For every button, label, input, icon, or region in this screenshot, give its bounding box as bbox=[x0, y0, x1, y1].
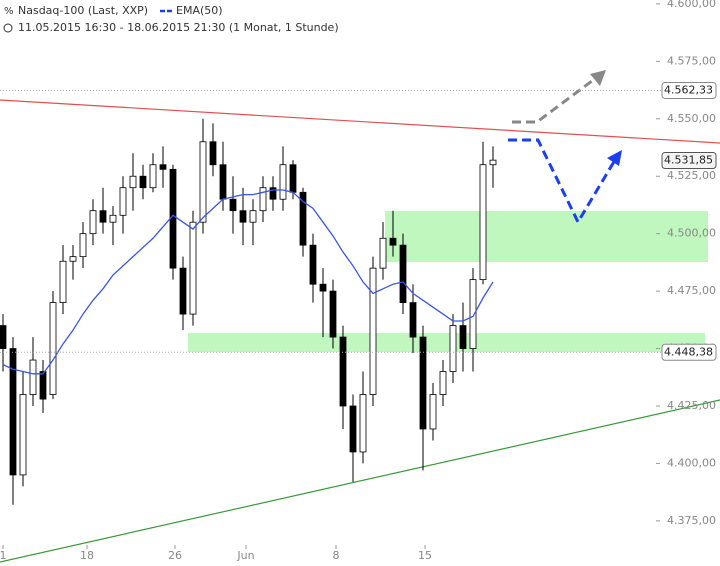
y-tick-label: 4.475,00 bbox=[667, 284, 716, 297]
price-label: 4.562,33 bbox=[664, 83, 713, 96]
candle-body bbox=[69, 256, 77, 262]
candle-body bbox=[469, 279, 477, 349]
price-label: 4.531,85 bbox=[664, 153, 713, 166]
candle-body bbox=[0, 325, 7, 349]
x-tick-label: 18 bbox=[80, 549, 94, 562]
x-tick-label: Jun bbox=[236, 549, 254, 562]
y-tick-label: 4.400,00 bbox=[667, 456, 716, 469]
candle-body bbox=[309, 244, 317, 285]
candle-body bbox=[9, 348, 17, 476]
candle-body bbox=[209, 141, 217, 166]
price-label-box bbox=[661, 151, 717, 169]
candle-body bbox=[179, 267, 187, 315]
price-label-box bbox=[661, 81, 717, 99]
chart-title: Nasdaq-100 (Last, XXP) bbox=[18, 4, 148, 17]
candle-body bbox=[189, 221, 197, 315]
candle-body bbox=[129, 175, 137, 189]
candle-body bbox=[99, 210, 107, 223]
candle-body bbox=[329, 290, 337, 338]
candle-body bbox=[29, 359, 37, 395]
projection-arrow-blue bbox=[508, 138, 617, 226]
y-tick-label: 4.375,00 bbox=[667, 514, 716, 527]
trend-line-upper bbox=[0, 99, 720, 144]
icon: % bbox=[4, 6, 14, 17]
trend-line-lower bbox=[0, 399, 720, 563]
candle-body bbox=[109, 214, 117, 223]
candle-body bbox=[429, 394, 437, 430]
candle-body bbox=[319, 283, 327, 292]
candle-body bbox=[359, 394, 367, 453]
price-label: 4.448,38 bbox=[664, 345, 713, 358]
candle-body bbox=[49, 302, 57, 395]
candle-body bbox=[379, 237, 387, 269]
y-tick-label: 4.575,00 bbox=[667, 54, 716, 67]
candle-body bbox=[39, 371, 47, 400]
y-tick-label: 4.550,00 bbox=[667, 112, 716, 125]
candle-body bbox=[239, 210, 247, 223]
candle-body bbox=[479, 164, 487, 281]
candle-body bbox=[419, 336, 427, 430]
candle-body bbox=[149, 164, 157, 189]
candle-body bbox=[349, 405, 357, 453]
candle-body bbox=[269, 187, 277, 200]
y-tick-label: 4.500,00 bbox=[667, 227, 716, 240]
legend-label: EMA(50) bbox=[176, 4, 223, 17]
arrow-head bbox=[590, 70, 606, 86]
candle-body bbox=[449, 325, 457, 372]
candle-body bbox=[369, 267, 377, 395]
candle-body bbox=[389, 237, 397, 246]
y-tick-label: 4.600,00 bbox=[667, 0, 716, 10]
candle-body bbox=[259, 187, 267, 212]
candle-body bbox=[59, 260, 67, 303]
x-tick-label: 26 bbox=[168, 549, 182, 562]
candle-body bbox=[199, 141, 207, 223]
support-zone bbox=[188, 333, 705, 352]
price-label-box bbox=[661, 343, 717, 361]
clock-icon bbox=[3, 23, 13, 33]
candle-body bbox=[279, 164, 287, 200]
candle-body bbox=[89, 210, 97, 235]
resistance-zone bbox=[385, 211, 708, 262]
ema-line bbox=[2, 189, 494, 375]
candle-body bbox=[139, 175, 147, 189]
y-tick-label: 4.425,00 bbox=[667, 399, 716, 412]
candle-body bbox=[249, 210, 257, 223]
candle-body bbox=[119, 187, 127, 216]
x-tick-label: 1 bbox=[0, 549, 7, 562]
candle-body bbox=[229, 198, 237, 212]
header: % Nasdaq-100 (Last, XXP) EMA(50) 11.05.2… bbox=[3, 4, 339, 34]
candle-body bbox=[459, 325, 467, 349]
candle-body bbox=[219, 164, 227, 200]
candle-body bbox=[289, 164, 297, 193]
candle-body bbox=[439, 371, 447, 395]
candle-body bbox=[299, 191, 307, 246]
y-tick-label: 4.525,00 bbox=[667, 169, 716, 182]
candle-body bbox=[79, 233, 87, 258]
candle-body bbox=[339, 336, 347, 407]
arrow-head bbox=[607, 150, 622, 166]
x-tick-label: 8 bbox=[333, 549, 340, 562]
projection-arrow-gray bbox=[512, 76, 597, 124]
chart-subtitle: 11.05.2015 16:30 - 18.06.2015 21:30 (1 M… bbox=[18, 21, 339, 34]
candle-body bbox=[409, 302, 417, 338]
candle-body bbox=[159, 164, 167, 170]
candle-body bbox=[169, 168, 177, 269]
candle-body bbox=[489, 159, 497, 166]
x-tick-label: 15 bbox=[418, 549, 432, 562]
candle-body bbox=[399, 244, 407, 303]
candle-body bbox=[19, 394, 27, 476]
